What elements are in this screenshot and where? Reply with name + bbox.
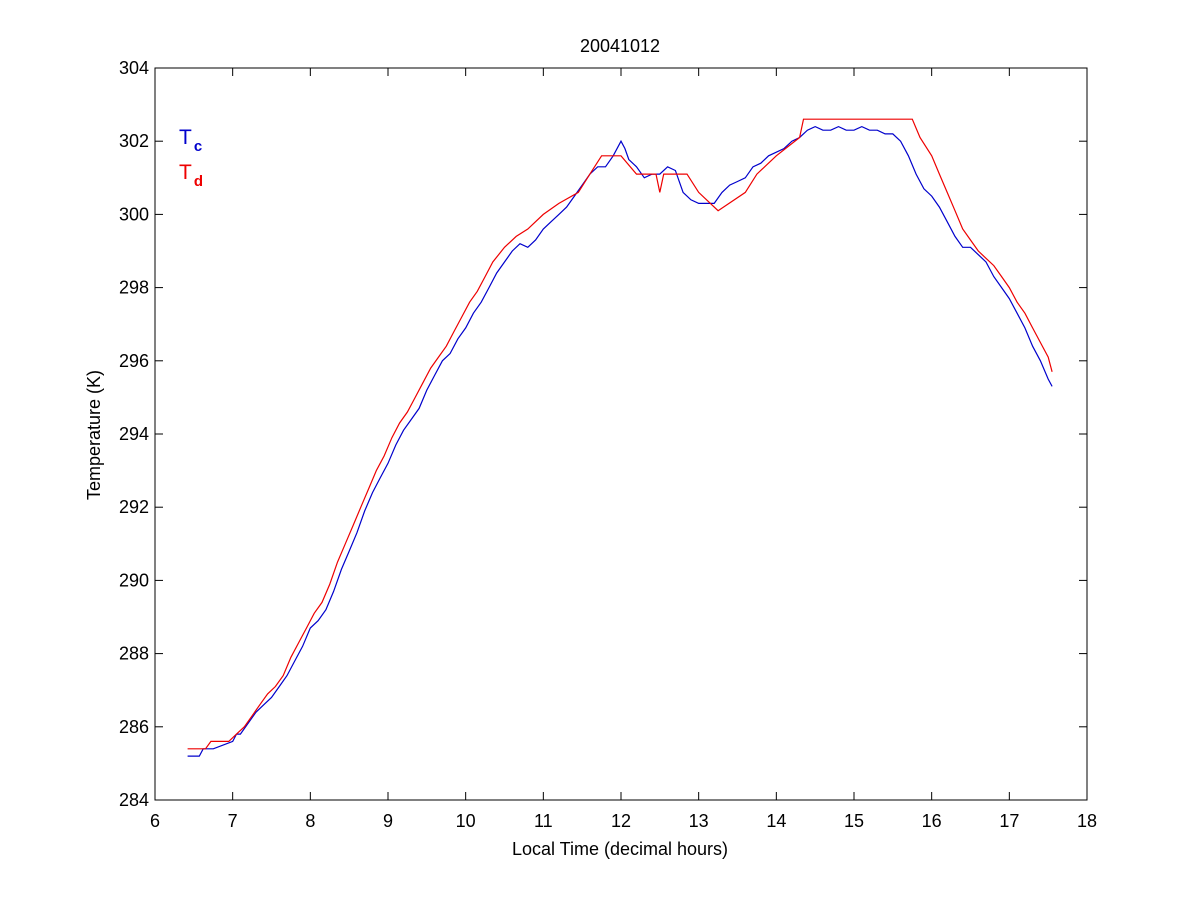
y-tick-label: 296 — [119, 351, 149, 371]
series-layer — [187, 118, 1053, 757]
legend-entry-subscript: c — [194, 138, 202, 155]
y-tick-label: 300 — [119, 204, 149, 224]
x-tick-label: 17 — [999, 811, 1019, 831]
series-line-1 — [187, 118, 1053, 750]
x-tick-label: 13 — [689, 811, 709, 831]
y-tick-label: 290 — [119, 570, 149, 590]
y-tick-label: 288 — [119, 644, 149, 664]
x-tick-label: 18 — [1077, 811, 1097, 831]
x-axis-label: Local Time (decimal hours) — [512, 839, 728, 859]
x-tick-label: 16 — [922, 811, 942, 831]
x-tick-label: 6 — [150, 811, 160, 831]
y-tick-label: 286 — [119, 717, 149, 737]
series-line-0 — [187, 125, 1053, 757]
chart-title: 20041012 — [580, 36, 660, 56]
y-tick-label: 302 — [119, 131, 149, 151]
axes: 6 7 8 9 10 11 12 13 14 15 16 17 18 284 286 288 290 292 294… — [119, 58, 1097, 831]
x-tick-label: 7 — [228, 811, 238, 831]
x-tick-label: 12 — [611, 811, 631, 831]
y-tick-label: 292 — [119, 497, 149, 517]
y-axis-label: Temperature (K) — [84, 370, 104, 500]
x-tick-label: 10 — [456, 811, 476, 831]
x-tick-label: 9 — [383, 811, 393, 831]
x-tick-label: 14 — [766, 811, 786, 831]
y-tick-label: 304 — [119, 58, 149, 78]
x-tick-label: 8 — [305, 811, 315, 831]
y-tick-label: 298 — [119, 278, 149, 298]
legend-entry-subscript: d — [194, 173, 203, 190]
x-tick-label: 11 — [534, 811, 553, 831]
y-tick-label: 294 — [119, 424, 149, 444]
y-tick-label: 284 — [119, 790, 149, 810]
x-tick-label: 15 — [844, 811, 864, 831]
